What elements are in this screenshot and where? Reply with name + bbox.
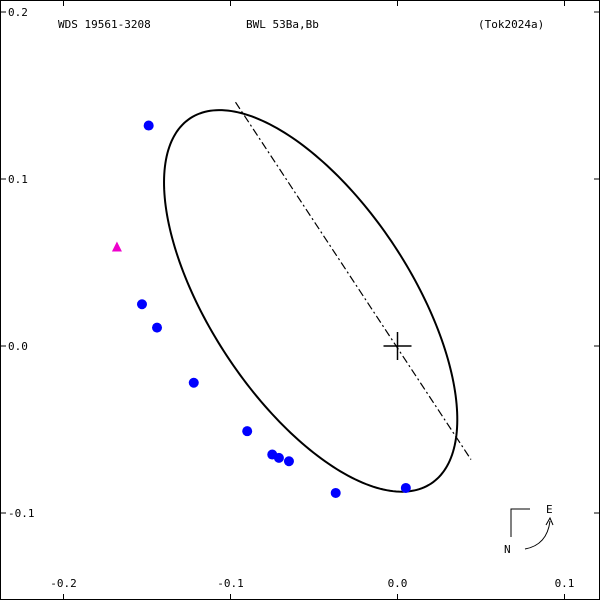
- x-tick-label-1: -0.1: [217, 577, 244, 590]
- observation-point-0: [143, 120, 154, 131]
- header-pair-name: BWL 53Ba,Bb: [246, 18, 319, 31]
- tick-labels: -0.2 -0.1 0.0 0.1 0.2 0.1 0.0 -0.1: [8, 6, 574, 590]
- compass-arrowhead: [545, 516, 554, 526]
- header-reference: (Tok2024a): [478, 18, 544, 31]
- observation-point-9: [400, 482, 411, 493]
- y-tick-label-0: 0.2: [8, 6, 28, 19]
- compass-bracket: [510, 508, 530, 537]
- observation-point-3: [188, 377, 199, 388]
- compass: E N: [504, 503, 554, 556]
- compass-north-label: N: [504, 543, 511, 556]
- observation-point-4: [242, 426, 253, 437]
- compass-arrow-arc: [524, 520, 551, 550]
- compass-east-label: E: [546, 503, 553, 516]
- observation-point-8: [330, 487, 341, 498]
- y-tick-label-3: -0.1: [8, 507, 35, 520]
- observations-layer: [111, 120, 411, 498]
- observation-point-7: [283, 456, 294, 467]
- x-tick-label-3: 0.1: [555, 577, 575, 590]
- x-tick-label-0: -0.2: [50, 577, 77, 590]
- observation-point-6: [273, 452, 284, 463]
- observation-point-1: [136, 299, 147, 310]
- header-wds-id: WDS 19561-3208: [58, 18, 151, 31]
- first-observation-point-0: [111, 241, 122, 252]
- y-tick-label-1: 0.1: [8, 173, 28, 186]
- x-tick-label-2: 0.0: [388, 577, 408, 590]
- observation-point-2: [152, 322, 163, 333]
- orbit-layer: [163, 101, 472, 493]
- line-of-nodes: [235, 101, 472, 460]
- y-tick-label-2: 0.0: [8, 340, 28, 353]
- orbit-ellipse: [163, 109, 459, 493]
- primary-star-marker: [383, 332, 412, 360]
